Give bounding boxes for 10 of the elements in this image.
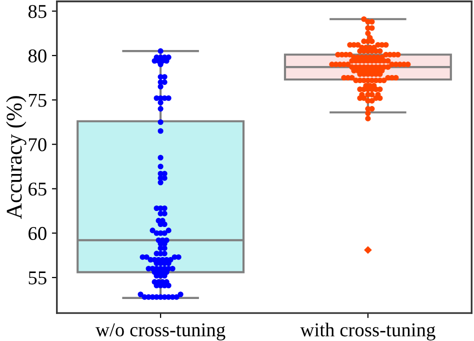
y-tick-label: 60 xyxy=(28,226,46,240)
y-tick-label: 70 xyxy=(28,138,46,152)
x-tick-label: with cross-tuning xyxy=(300,322,436,340)
y-tick-label: 75 xyxy=(28,94,46,107)
y-tick-label: 55 xyxy=(28,272,46,284)
y-tick-label: 85 xyxy=(28,4,46,18)
y-tick-label: 65 xyxy=(28,182,46,196)
y-axis-title: Accuracy (%) xyxy=(6,96,26,219)
x-tick-label: w/o cross-tuning xyxy=(96,323,226,340)
y-tick-label: 80 xyxy=(28,49,46,62)
